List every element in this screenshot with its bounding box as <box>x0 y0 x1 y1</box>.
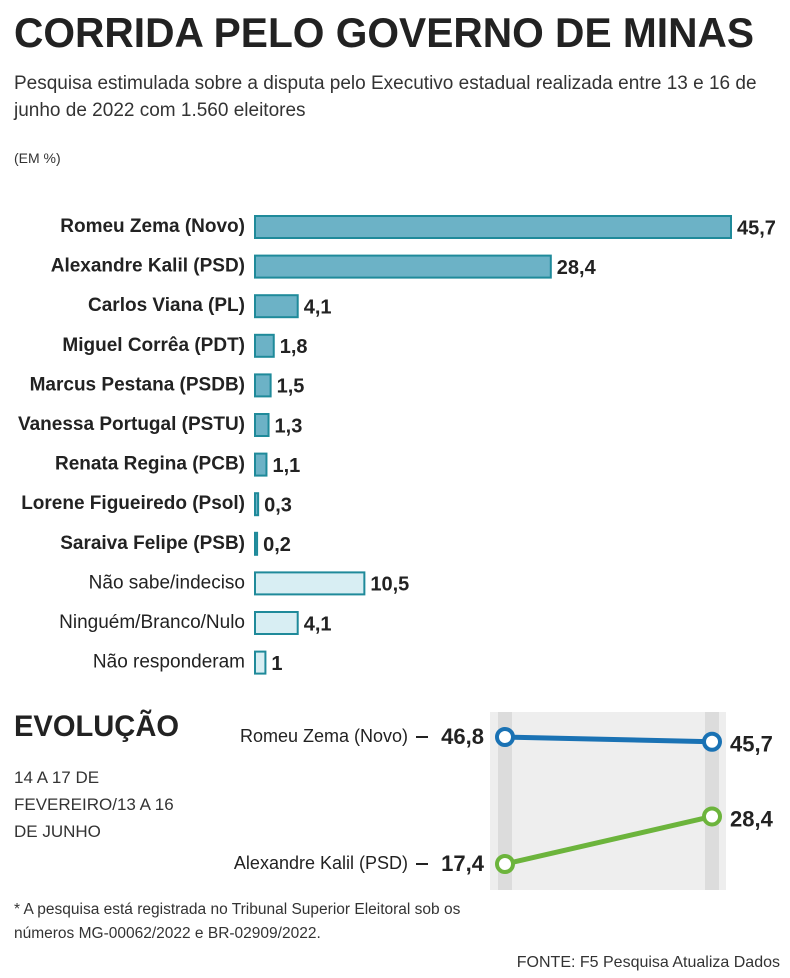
value-label: 45,7 <box>737 217 776 239</box>
category-label: Vanessa Portugal (PSTU) <box>18 414 245 435</box>
value-label: 17,4 <box>441 851 485 876</box>
bar <box>254 531 259 556</box>
bar <box>254 413 270 437</box>
category-label: Marcus Pestana (PSDB) <box>30 374 245 395</box>
legend-label: Romeu Zema (Novo) <box>240 726 408 746</box>
point <box>702 806 722 827</box>
category-label: Romeu Zema (Novo) <box>60 216 245 237</box>
bar <box>254 294 299 319</box>
section-title: EVOLUÇÃO <box>14 709 179 743</box>
value-label: 1,1 <box>272 455 300 477</box>
value-label: 0,2 <box>263 534 291 556</box>
source: FONTE: F5 Pesquisa Atualiza Dados <box>516 954 780 971</box>
value-label: 4,1 <box>304 296 332 318</box>
subtitle: Pesquisa estimulada sobre a disputa pelo… <box>14 73 757 121</box>
section-subtitle: 14 A 17 DE FEVEREIRO/13 A 16 DE JUNHO <box>14 768 174 841</box>
value-label: 4,1 <box>304 613 332 635</box>
value-label: 1,3 <box>275 415 303 437</box>
point <box>495 727 515 747</box>
value-label: 1,8 <box>280 336 308 358</box>
category-label: Miguel Corrêa (PDT) <box>62 335 245 356</box>
bar <box>254 215 732 239</box>
category-label: Não sabe/indeciso <box>89 572 245 593</box>
legend-label: Alexandre Kalil (PSD) <box>234 853 408 873</box>
category-label: Saraiva Felipe (PSB) <box>60 533 245 554</box>
value-label: 1,5 <box>277 376 305 398</box>
category-label: Carlos Viana (PL) <box>88 295 245 316</box>
bar <box>254 650 267 675</box>
category-label: Renata Regina (PCB) <box>55 454 245 475</box>
value-label: 1 <box>271 653 282 675</box>
bar <box>254 492 260 517</box>
value-label: 0,3 <box>264 494 292 516</box>
category-label: Ninguém/Branco/Nulo <box>59 612 245 633</box>
title: CORRIDA PELO GOVERNO DE MINAS <box>14 9 754 56</box>
category-label: Lorene Figueiredo (Psol) <box>21 493 245 514</box>
category-label: Alexandre Kalil (PSD) <box>51 256 245 277</box>
bar <box>254 254 552 279</box>
bar <box>254 452 268 477</box>
value-label: 45,7 <box>730 732 773 757</box>
unit: (EM %) <box>14 150 61 166</box>
value-label: 28,4 <box>730 806 774 831</box>
bar <box>254 571 366 596</box>
value-label: 28,4 <box>557 257 597 279</box>
point <box>702 731 722 752</box>
footnote: * A pesquisa está registrada no Tribunal… <box>14 901 461 942</box>
value-label: 46,8 <box>441 724 484 749</box>
line <box>504 734 713 745</box>
bar <box>254 373 272 398</box>
line <box>504 814 713 867</box>
value-label: 10,5 <box>370 574 409 596</box>
point <box>495 854 515 874</box>
bar <box>254 611 299 635</box>
category-label: Não responderam <box>93 652 245 673</box>
bar <box>254 333 275 358</box>
